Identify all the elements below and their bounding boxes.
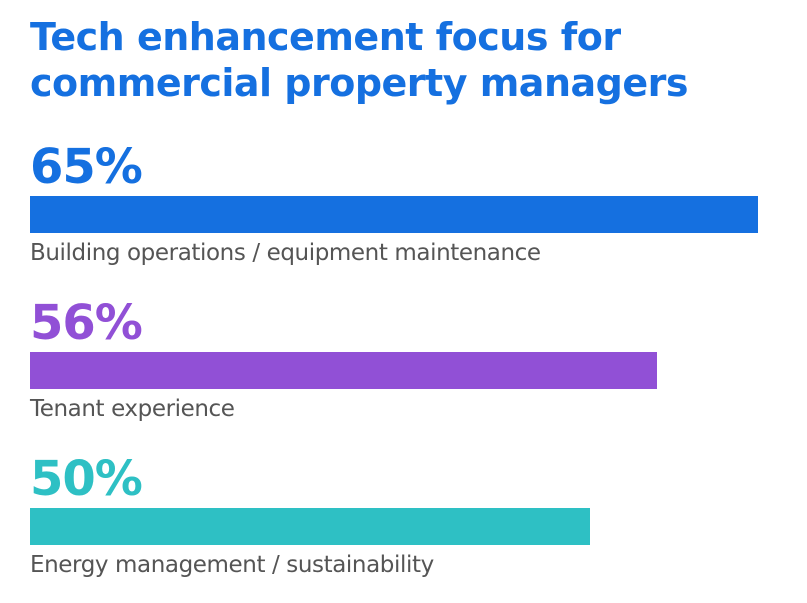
category-label: Building operations / equipment maintena… — [30, 240, 541, 266]
data-label: 50% — [30, 451, 143, 507]
chart-title-line-2: commercial property managers — [30, 61, 688, 105]
data-label: 56% — [30, 295, 143, 351]
bar-chart: 65% Building operations / equipment maint… — [30, 140, 770, 590]
data-label: 65% — [30, 139, 143, 195]
chart-title: Tech enhancement focus for commercial pr… — [30, 14, 790, 106]
bar — [30, 352, 657, 389]
bar — [30, 508, 590, 545]
bar — [30, 196, 758, 233]
chart-title-line-1: Tech enhancement focus for — [30, 15, 621, 59]
category-label: Tenant experience — [30, 396, 235, 422]
bar-row: 65% Building operations / equipment maint… — [30, 140, 770, 290]
bar-row: 56% Tenant experience — [30, 296, 770, 446]
category-label: Energy management / sustainability — [30, 552, 434, 578]
bar-row: 50% Energy management / sustainability — [30, 452, 770, 602]
